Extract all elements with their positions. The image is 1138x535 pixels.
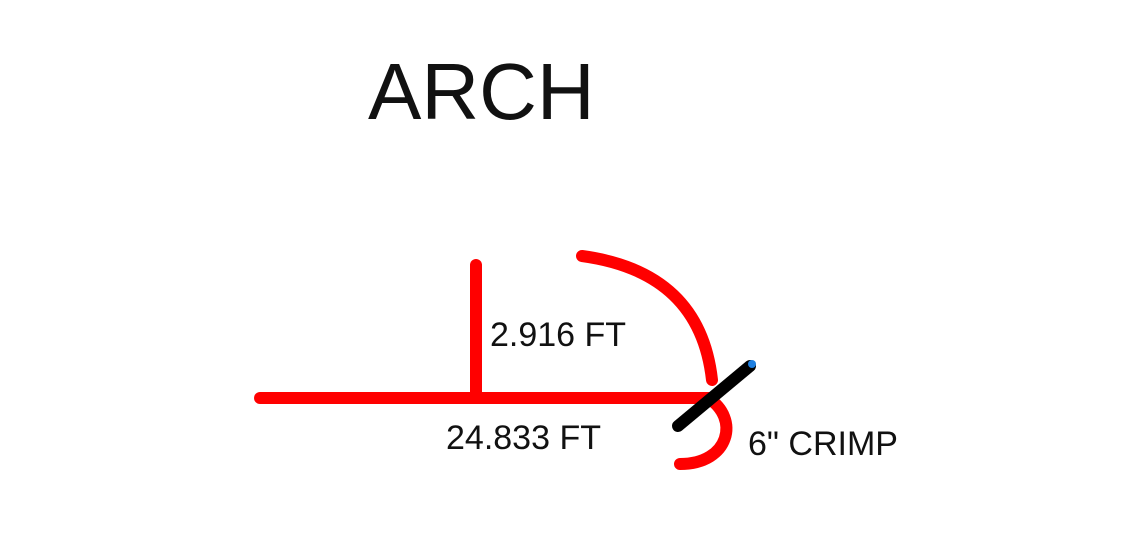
crimp-tool-tip bbox=[748, 360, 756, 368]
height-dimension-label: 2.916 FT bbox=[490, 316, 627, 354]
crimp-dimension-label: 6" CRIMP bbox=[748, 425, 898, 463]
arch-curve bbox=[576, 250, 718, 386]
diagram-title: ARCH bbox=[368, 47, 595, 136]
crimp-hook bbox=[674, 392, 733, 470]
length-dimension-label: 24.833 FT bbox=[446, 419, 601, 457]
crimp-tool-line bbox=[672, 360, 756, 432]
